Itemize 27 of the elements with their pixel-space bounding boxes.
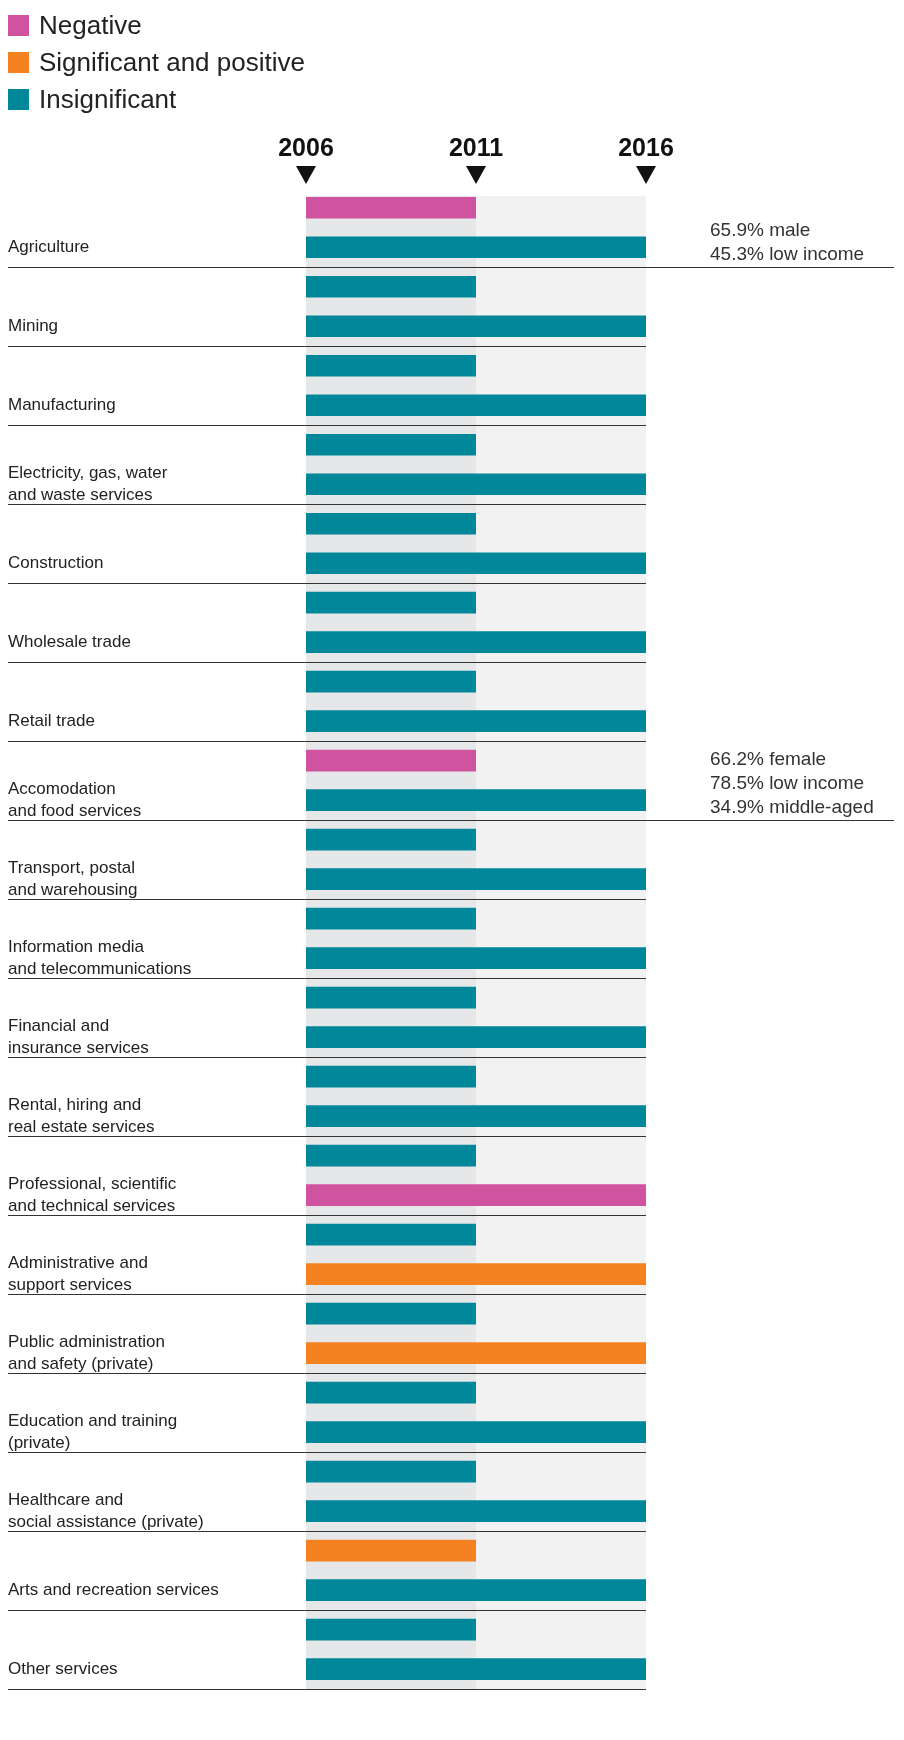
legend-label: Significant and positive (39, 47, 305, 77)
y-tick-label: Healthcare and social assistance (private) (8, 1489, 204, 1531)
y-tick-label: Electricity, gas, water and waste services (8, 462, 168, 504)
y-tick-label: Arts and recreation services (8, 1579, 219, 1599)
x-tick-label: 2011 (448, 132, 504, 161)
y-tick-label: Accomodation and food services (8, 778, 142, 820)
legend-label: Insignificant (39, 84, 177, 114)
y-tick-label: Administrative and support services (8, 1252, 148, 1294)
text: 65.9% male 45.3% low income (710, 218, 865, 264)
y-tick-label: Professional, scientific and technical services (8, 1173, 177, 1215)
y-tick-label: Other services (8, 1658, 118, 1678)
text: 66.2% female 78.5% low income 34.9% middle-aged (710, 747, 874, 817)
y-tick-label: Information media and telecommunications (8, 936, 192, 978)
legend-label: Negative (39, 10, 142, 40)
y-tick-label: Education and training (private) (8, 1410, 178, 1452)
y-tick-label: Mining (8, 315, 59, 335)
y-tick-label: Transport, postal and warehousing (8, 857, 138, 899)
y-tick-label: Rental, hiring and real estate services (8, 1094, 155, 1136)
x-tick-label: 2006 (278, 132, 334, 161)
y-tick-label: Agriculture (8, 236, 90, 256)
x-tick-label: 2016 (618, 132, 674, 161)
y-tick-label: Public administration and safety (private) (8, 1331, 165, 1373)
y-tick-label: Wholesale trade (8, 631, 131, 651)
y-tick-label: Construction (8, 552, 104, 572)
y-tick-label: Financial and insurance services (8, 1015, 149, 1057)
y-tick-label: Retail trade (8, 710, 95, 730)
y-tick-label: Manufacturing (8, 394, 116, 414)
